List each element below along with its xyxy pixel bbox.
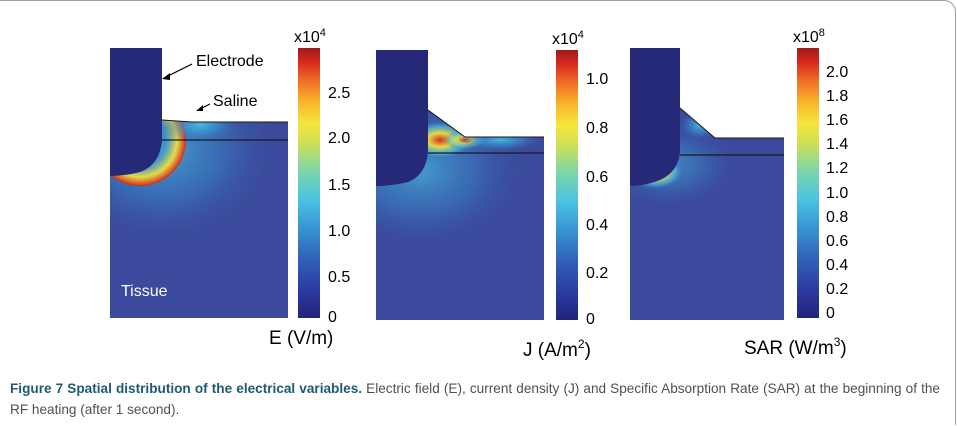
tick-label: 1.4 — [826, 136, 848, 153]
tick-label: 1.0 — [586, 71, 608, 88]
tick-label: 0.6 — [586, 169, 608, 186]
tick-label: 0.2 — [826, 281, 848, 298]
panel-sar: x108 2.0 1.8 1.6 1.4 1.2 1.0 0.8 0.6 0.4… — [630, 27, 848, 359]
tick-label: 1.0 — [328, 223, 350, 240]
tick-label: 1.0 — [826, 185, 848, 202]
tissue-label: Tissue — [121, 283, 168, 300]
colorbar-sar — [797, 48, 819, 318]
ticks-sar: 2.0 1.8 1.6 1.4 1.2 1.0 0.8 0.6 0.4 0.2 … — [826, 64, 848, 322]
colorbar-e — [298, 48, 320, 318]
tick-label: 0.8 — [586, 120, 608, 137]
tick-label: 1.6 — [826, 112, 848, 129]
panel-j: x104 1.0 0.8 0.6 0.4 0.2 0 J (A/m2) — [376, 29, 608, 361]
multiplier-j: x104 — [552, 29, 584, 48]
tick-label: 0.2 — [586, 265, 608, 282]
saline-label: Saline — [213, 93, 258, 110]
tick-label: 1.5 — [328, 177, 350, 194]
tick-label: 2.5 — [328, 85, 350, 102]
tick-label: 1.2 — [826, 160, 848, 177]
quantity-label-e: E (V/m) — [269, 328, 333, 349]
tick-label: 1.8 — [826, 88, 848, 105]
tick-label: 0.8 — [826, 209, 848, 226]
colorbar-j — [556, 50, 578, 320]
tick-label: 2.0 — [826, 64, 848, 81]
tick-label: 0 — [328, 309, 337, 326]
tick-label: 0.4 — [826, 257, 848, 274]
caption-text: Electric field (E), current density (J) … — [10, 381, 940, 417]
multiplier-e: x104 — [294, 27, 326, 46]
tick-label: 0.6 — [826, 233, 848, 250]
tick-label: 0.5 — [328, 269, 350, 286]
tick-label: 0 — [586, 311, 595, 328]
tick-label: 2.0 — [328, 130, 350, 147]
figure-graphic: Electrode Saline Tissue x104 2.5 2.0 1.5… — [110, 27, 848, 361]
figure-caption: Figure 7 Spatial distribution of the ele… — [10, 378, 940, 420]
quantity-label-sar: SAR (W/m3) — [744, 335, 847, 359]
quantity-label-j: J (A/m2) — [523, 337, 591, 361]
caption-title: Figure 7 Spatial distribution of the ele… — [10, 381, 363, 396]
ticks-e: 2.5 2.0 1.5 1.0 0.5 0 — [328, 85, 350, 326]
tick-label: 0 — [826, 305, 835, 322]
panel-e: Electrode Saline Tissue x104 2.5 2.0 1.5… — [110, 27, 350, 349]
electrode-label: Electrode — [196, 53, 264, 70]
multiplier-sar: x108 — [793, 27, 825, 46]
ticks-j: 1.0 0.8 0.6 0.4 0.2 0 — [586, 71, 608, 328]
tick-label: 0.4 — [586, 217, 608, 234]
